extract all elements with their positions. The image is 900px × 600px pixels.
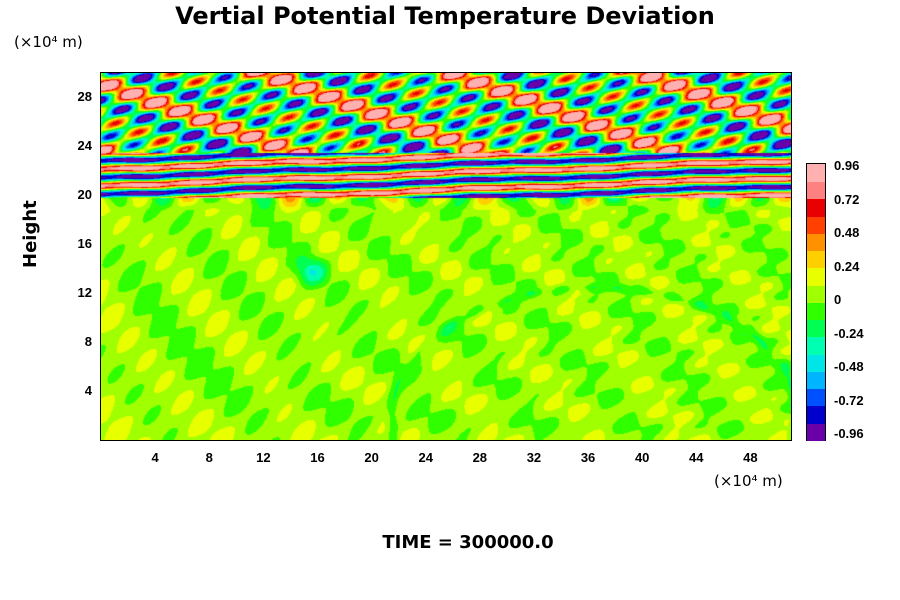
x-axis-unit: (×10⁴ m) xyxy=(714,472,783,490)
y-tick-label: 16 xyxy=(77,236,92,252)
x-tick-label: 8 xyxy=(205,450,213,465)
colorbar-swatch xyxy=(807,181,825,200)
colorbar-swatch xyxy=(807,422,825,441)
colorbar-tick-label: -0.96 xyxy=(834,426,864,441)
colorbar-swatch xyxy=(807,388,825,407)
x-tick-label: 24 xyxy=(418,450,433,465)
y-axis-label: Height xyxy=(20,200,41,268)
y-tick-label: 8 xyxy=(84,334,92,350)
colorbar-swatch xyxy=(807,250,825,269)
x-tick-label: 4 xyxy=(151,450,159,465)
colorbar-swatch xyxy=(807,336,825,355)
x-tick-label: 20 xyxy=(364,450,379,465)
chart-title: Vertial Potential Temperature Deviation xyxy=(175,2,715,30)
x-tick-label: 16 xyxy=(310,450,325,465)
colorbar-swatch xyxy=(807,302,825,321)
colorbar-swatch xyxy=(807,198,825,217)
colorbar-swatch xyxy=(807,215,825,234)
x-tick-label: 44 xyxy=(689,450,704,465)
colorbar-swatch xyxy=(807,284,825,303)
colorbar-swatch xyxy=(807,405,825,424)
x-tick-label: 36 xyxy=(580,450,596,465)
x-tick-label: 12 xyxy=(256,450,271,465)
colorbar-swatch xyxy=(807,319,825,338)
colorbar-tick-label: 0.24 xyxy=(834,258,860,274)
x-tick-label: 40 xyxy=(634,450,650,465)
colorbar-swatch xyxy=(807,164,825,183)
y-tick-label: 24 xyxy=(77,138,92,154)
x-tick-label: 32 xyxy=(526,450,542,465)
colorbar-tick-label: 0.72 xyxy=(834,191,860,207)
colorbar xyxy=(806,163,826,441)
colorbar-tick-label: -0.72 xyxy=(834,392,864,408)
heatmap-field xyxy=(101,73,791,440)
colorbar-swatch xyxy=(807,233,825,252)
plot-area xyxy=(100,72,792,441)
y-tick-label: 4 xyxy=(84,383,92,399)
x-tick-label: 28 xyxy=(472,450,488,465)
colorbar-tick-label: 0.48 xyxy=(834,225,860,240)
colorbar-swatch xyxy=(807,353,825,372)
colorbar-swatch xyxy=(807,267,825,286)
colorbar-tick-label: -0.48 xyxy=(834,359,864,374)
time-label: TIME = 300000.0 xyxy=(382,532,554,553)
x-tick-label: 48 xyxy=(743,450,758,465)
y-tick-label: 28 xyxy=(77,89,92,105)
colorbar-tick-label: 0 xyxy=(834,292,842,307)
colorbar-swatch xyxy=(807,371,825,390)
y-tick-label: 20 xyxy=(77,187,92,203)
colorbar-tick-label: 0.96 xyxy=(834,158,860,173)
y-axis-unit: (×10⁴ m) xyxy=(14,33,83,51)
colorbar-tick-label: -0.24 xyxy=(834,325,864,341)
y-tick-label: 12 xyxy=(77,285,92,301)
